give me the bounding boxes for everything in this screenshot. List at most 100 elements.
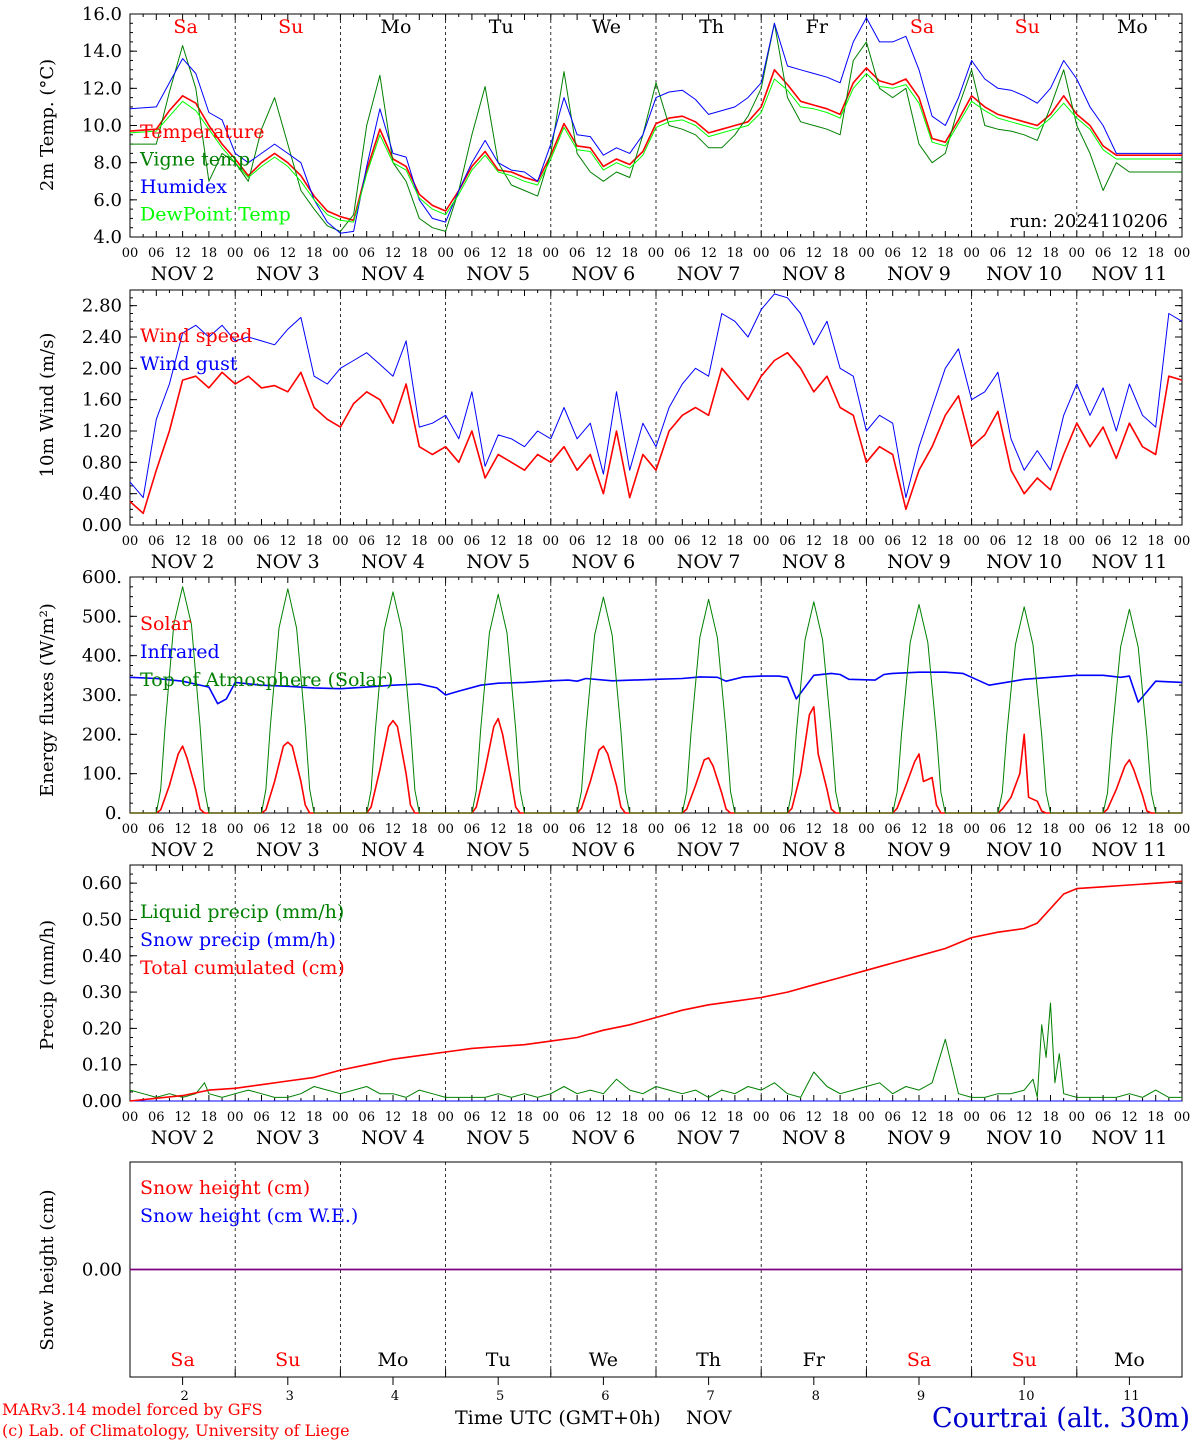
y-tick-label: 12.0 [82, 78, 122, 99]
hour-label: 12 [700, 246, 717, 261]
hour-label: 00 [543, 1110, 560, 1125]
hour-label: 18 [201, 534, 218, 549]
hour-label: 06 [1095, 1110, 1112, 1125]
hour-label: 12 [806, 822, 823, 837]
weekday-label-top: Mo [1117, 16, 1148, 38]
legend-entry: Snow precip (mm/h) [140, 929, 336, 951]
date-label: NOV 6 [572, 839, 636, 861]
hour-label: 06 [148, 1110, 165, 1125]
hour-label: 12 [806, 534, 823, 549]
hour-label: 00 [753, 1110, 770, 1125]
hour-label: 18 [1147, 1110, 1164, 1125]
hour-label: 18 [306, 1110, 323, 1125]
y-tick-label: 0.30 [82, 982, 122, 1003]
legend-entry: Snow height (cm W.E.) [140, 1205, 358, 1227]
series-line-infrared [129, 671, 1183, 705]
date-label: NOV 10 [986, 263, 1062, 285]
hour-label: 12 [700, 822, 717, 837]
hour-label: 06 [884, 822, 901, 837]
weekday-label-top: Sa [173, 16, 197, 38]
hour-label: 06 [569, 1110, 586, 1125]
legend-entry: DewPoint Temp [140, 204, 291, 226]
date-label: NOV 7 [677, 1127, 741, 1149]
series-line-humidex [129, 17, 1182, 234]
y-tick-label: 6.0 [93, 190, 122, 211]
hour-label: 06 [148, 534, 165, 549]
hour-label: 18 [201, 1110, 218, 1125]
series-line-temperature [129, 67, 1182, 222]
y-tick-label: 0.80 [82, 452, 122, 473]
y-axis-label: 10m Wind (m/s) [37, 333, 58, 478]
date-label: NOV 9 [887, 839, 951, 861]
date-label: NOV 6 [572, 1127, 636, 1149]
hour-label: 12 [700, 534, 717, 549]
weekday-label-bottom: Mo [1114, 1349, 1145, 1371]
legend-entry: Vigne temp [139, 149, 250, 171]
hour-label: 06 [990, 822, 1007, 837]
hour-label: 00 [437, 534, 454, 549]
date-label: NOV 3 [256, 551, 320, 573]
date-label: NOV 5 [466, 263, 530, 285]
date-label: NOV 2 [151, 1127, 215, 1149]
hour-label: 18 [411, 822, 428, 837]
hour-label: 12 [280, 1110, 297, 1125]
hour-label: 12 [280, 246, 297, 261]
hour-label: 18 [1042, 246, 1059, 261]
hour-label: 12 [490, 246, 507, 261]
hour-label: 12 [595, 1110, 612, 1125]
y-tick-label: 100. [82, 764, 122, 785]
date-label: NOV 7 [677, 263, 741, 285]
hour-label: 18 [306, 822, 323, 837]
month-label: NOV [686, 1407, 732, 1429]
weekday-label-top: Fr [806, 16, 829, 38]
hour-label: 00 [227, 822, 244, 837]
y-tick-label: 0.00 [82, 1260, 122, 1281]
hour-label: 00 [963, 246, 980, 261]
date-label: NOV 8 [782, 839, 846, 861]
hour-label: 00 [1174, 822, 1191, 837]
date-label: NOV 3 [256, 839, 320, 861]
legend-entry: Infrared [140, 641, 220, 663]
hour-label: 18 [516, 246, 533, 261]
date-label: NOV 11 [1091, 1127, 1167, 1149]
weekday-label-top: Su [278, 16, 303, 38]
hour-label: 00 [122, 1110, 139, 1125]
hour-label: 12 [490, 822, 507, 837]
hour-label: 00 [858, 1110, 875, 1125]
weekday-label-top: Su [1015, 16, 1040, 38]
weekday-label-bottom: Fr [803, 1349, 826, 1371]
hour-label: 18 [621, 534, 638, 549]
day-number-label: 4 [391, 1389, 399, 1404]
legend-entry: Solar [140, 613, 192, 635]
date-label: NOV 9 [887, 263, 951, 285]
hour-label: 06 [674, 1110, 691, 1125]
hour-label: 06 [990, 534, 1007, 549]
hour-label: 00 [858, 822, 875, 837]
hour-label: 06 [674, 246, 691, 261]
hour-label: 00 [963, 1110, 980, 1125]
hour-label: 12 [490, 1110, 507, 1125]
panel-1: 4.0 6.0 8.0 10.0 12.0 14.0 16.0 2m Temp. (°C) Te… [37, 4, 1190, 285]
day-number-label: 3 [286, 1389, 294, 1404]
hour-label: 00 [648, 822, 665, 837]
date-label: NOV 3 [256, 263, 320, 285]
hour-label: 00 [648, 246, 665, 261]
y-tick-label: 2.40 [82, 327, 122, 348]
hour-label: 12 [385, 1110, 402, 1125]
y-tick-label: 0.40 [82, 484, 122, 505]
panel-5: 0.00 Snow height (cm) Snow height (cm) Snow… [37, 1161, 1183, 1385]
hour-label: 06 [1095, 246, 1112, 261]
date-label: NOV 9 [887, 551, 951, 573]
hour-label: 18 [832, 822, 849, 837]
hour-label: 00 [227, 246, 244, 261]
y-tick-label: 0.00 [82, 515, 122, 536]
hour-label: 12 [911, 822, 928, 837]
hour-label: 00 [963, 534, 980, 549]
y-tick-label: 2.80 [82, 296, 122, 317]
day-number-label: 9 [917, 1389, 925, 1404]
day-number-label: 11 [1123, 1389, 1140, 1404]
series-line-wind-speed [129, 351, 1183, 515]
hour-label: 18 [411, 534, 428, 549]
weekday-label-top: Sa [910, 16, 934, 38]
hour-label: 06 [464, 534, 481, 549]
